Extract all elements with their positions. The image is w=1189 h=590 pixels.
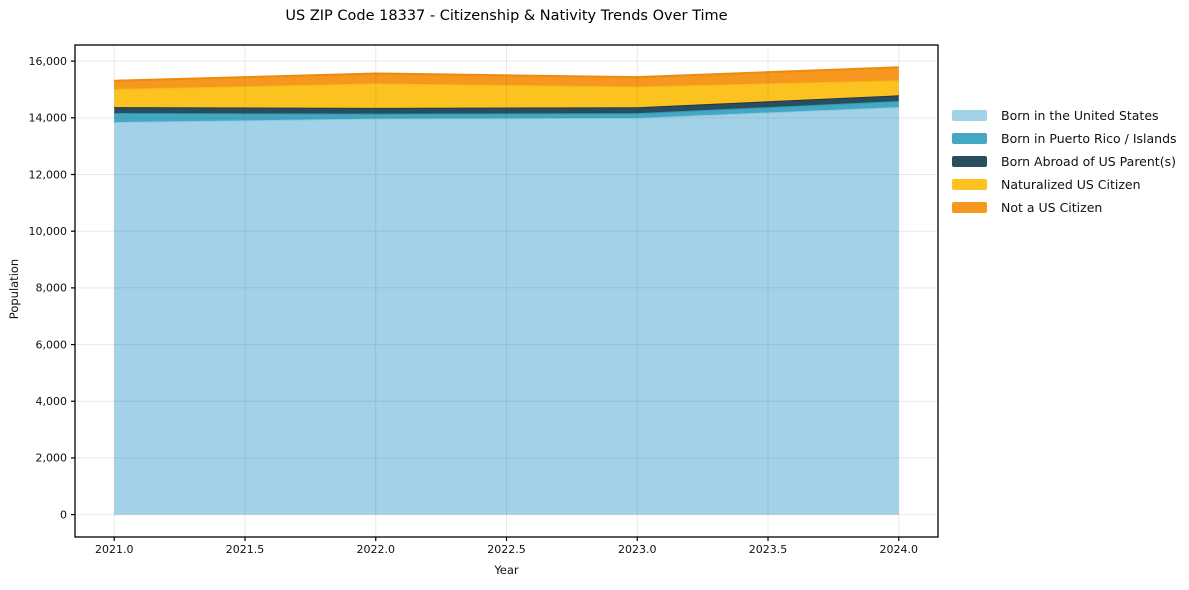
legend-label: Born in Puerto Rico / Islands [1001,131,1177,146]
legend-item: Not a US Citizen [952,196,1177,219]
area-edge-4 [114,66,899,82]
legend-swatch-icon [952,133,987,144]
x-tick-label: 2021.0 [95,543,134,556]
legend-item: Born Abroad of US Parent(s) [952,150,1177,173]
y-tick-label: 0 [60,508,67,521]
y-tick-label: 12,000 [29,168,68,181]
legend: Born in the United States Born in Puerto … [952,104,1177,219]
legend-item: Naturalized US Citizen [952,173,1177,196]
legend-item: Born in the United States [952,104,1177,127]
y-tick-label: 6,000 [36,338,68,351]
legend-swatch-icon [952,202,987,213]
x-tick-label: 2022.5 [487,543,526,556]
area-1 [114,100,899,123]
legend-swatch-icon [952,179,987,190]
legend-swatch-icon [952,156,987,167]
y-tick-label: 10,000 [29,225,68,238]
y-tick-label: 16,000 [29,55,68,68]
x-tick-label: 2024.0 [880,543,919,556]
chart-title: US ZIP Code 18337 - Citizenship & Nativi… [285,8,728,24]
area-2 [114,95,899,114]
y-tick-label: 8,000 [36,282,68,295]
legend-label: Not a US Citizen [1001,200,1103,215]
area-0 [114,107,899,515]
legend-label: Born in the United States [1001,108,1159,123]
legend-item: Born in Puerto Rico / Islands [952,127,1177,150]
area-4 [114,67,899,89]
legend-label: Born Abroad of US Parent(s) [1001,154,1176,169]
y-tick-label: 2,000 [36,452,68,465]
legend-label: Naturalized US Citizen [1001,177,1141,192]
x-axis-label: Year [494,563,519,577]
legend-swatch-icon [952,110,987,121]
x-tick-label: 2023.0 [618,543,657,556]
x-tick-label: 2022.0 [356,543,395,556]
area-3 [114,80,899,108]
y-axis-label: Population [7,258,21,320]
x-tick-label: 2021.5 [226,543,265,556]
x-tick-label: 2023.5 [749,543,788,556]
y-tick-label: 14,000 [29,112,68,125]
y-tick-label: 4,000 [36,395,68,408]
